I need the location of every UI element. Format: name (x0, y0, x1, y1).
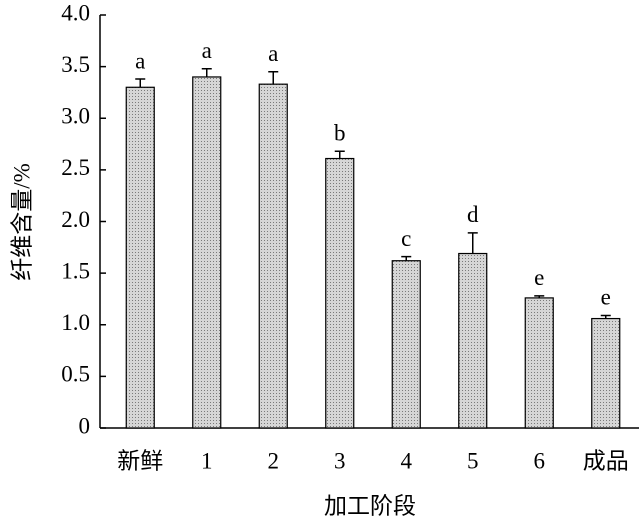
bar (458, 252, 488, 429)
y-tick-label: 2.0 (61, 207, 90, 232)
y-tick-label: 1.0 (61, 310, 90, 335)
bar (524, 297, 554, 429)
error-bar (401, 255, 412, 261)
x-tick-label: 2 (268, 448, 280, 473)
bar (391, 260, 421, 429)
significance-letter: e (534, 265, 544, 290)
x-tick-label: 1 (201, 448, 213, 473)
significance-letter: a (202, 38, 212, 63)
x-tick-label: 5 (467, 448, 479, 473)
y-tick-label: 3.5 (61, 52, 90, 77)
bar (192, 76, 222, 429)
y-tick-label: 2.5 (61, 155, 90, 180)
bar (125, 86, 155, 429)
bar (325, 157, 355, 429)
x-axis-label: 加工阶段 (324, 493, 416, 518)
x-tick-label: 6 (534, 448, 546, 473)
significance-letter: d (467, 202, 479, 227)
x-tick-label: 3 (334, 448, 346, 473)
error-bar (135, 78, 146, 88)
error-bar (467, 232, 478, 254)
significance-letter: b (334, 121, 346, 146)
y-tick-label: 1.5 (61, 258, 90, 283)
y-tick-label: 0 (79, 413, 91, 438)
bar (591, 317, 621, 429)
x-tick-label: 成品 (583, 448, 629, 473)
significance-letter: c (401, 226, 411, 251)
error-bar (268, 71, 279, 85)
significance-letter: e (601, 285, 611, 310)
y-tick-label: 4.0 (61, 0, 90, 25)
y-axis-label: 纤维含量/% (9, 163, 34, 281)
y-tick-label: 3.0 (61, 104, 90, 129)
error-bar (201, 67, 212, 77)
error-bar (600, 314, 611, 319)
x-tick-label: 4 (401, 448, 413, 473)
significance-letter: a (268, 41, 278, 66)
bar (258, 83, 288, 429)
y-tick-label: 0.5 (61, 362, 90, 387)
error-bar (334, 150, 345, 159)
x-tick-label: 新鲜 (117, 448, 163, 473)
error-bar (534, 295, 545, 298)
significance-letter: a (135, 48, 145, 73)
